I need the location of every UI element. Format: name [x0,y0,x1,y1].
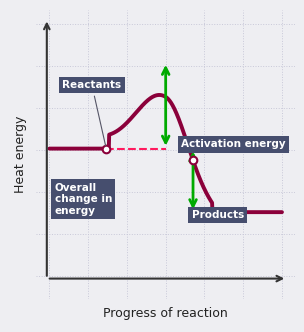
Text: Reactants: Reactants [62,80,121,146]
Text: Progress of reaction: Progress of reaction [103,307,228,320]
Text: Heat energy: Heat energy [15,116,27,193]
Text: Overall
change in
energy: Overall change in energy [55,183,112,216]
Text: Products: Products [192,210,244,220]
Text: Activation energy: Activation energy [181,139,286,149]
